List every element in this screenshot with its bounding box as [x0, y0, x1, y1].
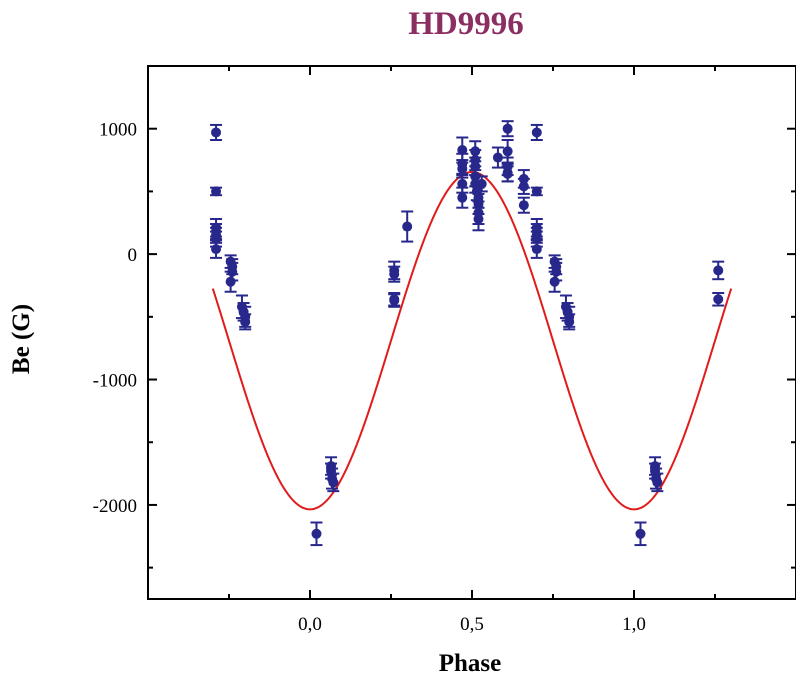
plot-area: [147, 65, 796, 600]
data-point: [210, 239, 223, 259]
data-point: [491, 146, 504, 169]
point-marker: [564, 316, 575, 327]
point-marker: [713, 265, 724, 276]
point-marker: [311, 528, 322, 539]
data-point: [475, 175, 488, 193]
y-axis-label: Be (G): [8, 304, 35, 374]
point-marker: [457, 145, 468, 156]
x-tick-label: 0,0: [298, 614, 322, 635]
fit-curve-layer: [211, 170, 733, 511]
point-marker: [502, 146, 513, 157]
point-marker: [492, 152, 503, 163]
tick-marks: [148, 66, 796, 599]
data-point: [530, 123, 543, 141]
point-marker: [389, 269, 400, 280]
data-point: [456, 186, 469, 209]
data-point: [239, 313, 252, 331]
point-marker: [457, 163, 468, 174]
data-point: [472, 206, 485, 232]
point-marker: [531, 127, 542, 138]
x-tick-label: 0,5: [460, 614, 484, 635]
data-point: [634, 521, 647, 547]
data-point: [517, 196, 530, 214]
y-tick-label: 0: [128, 245, 138, 266]
data-point: [401, 210, 414, 243]
data-point: [712, 260, 725, 281]
data-point: [210, 186, 223, 197]
point-marker: [549, 276, 560, 287]
data-point: [517, 177, 530, 195]
data-point: [224, 270, 237, 293]
point-marker: [476, 178, 487, 189]
x-tick-label: 1,0: [622, 614, 646, 635]
point-marker: [211, 234, 222, 245]
data-point: [501, 120, 514, 138]
point-marker: [635, 528, 646, 539]
tick-labels: 0,0 0,5 1,0 -2000 -1000 0 1000: [93, 120, 646, 635]
data-point: [388, 265, 401, 283]
point-marker: [518, 181, 529, 192]
point-marker: [457, 178, 468, 189]
data-point: [388, 293, 401, 308]
data-point: [530, 239, 543, 259]
y-tick-label: -2000: [93, 496, 137, 517]
point-marker: [225, 276, 236, 287]
data-point: [563, 313, 576, 331]
chart-title: HD9996: [408, 6, 524, 42]
point-marker: [211, 186, 222, 197]
point-marker: [502, 168, 513, 179]
point-marker: [518, 200, 529, 211]
point-marker: [652, 477, 663, 488]
data-point: [530, 186, 543, 197]
x-axis-label: Phase: [439, 650, 502, 676]
y-tick-label: -1000: [93, 371, 137, 392]
data-point: [548, 270, 561, 293]
y-tick-label: 1000: [99, 120, 137, 141]
data-point: [210, 123, 223, 141]
data-points-layer: [210, 120, 725, 547]
point-marker: [402, 221, 413, 232]
data-point: [530, 230, 543, 248]
point-marker: [502, 123, 513, 134]
point-marker: [240, 316, 251, 327]
point-marker: [328, 477, 339, 488]
fit-curve: [211, 170, 733, 511]
data-point: [327, 472, 340, 493]
point-marker: [713, 294, 724, 305]
point-marker: [457, 192, 468, 203]
point-marker: [211, 244, 222, 255]
data-point: [501, 165, 514, 183]
data-point: [651, 472, 664, 493]
data-point: [310, 521, 323, 547]
point-marker: [211, 127, 222, 138]
point-marker: [531, 234, 542, 245]
data-point: [712, 291, 725, 307]
point-marker: [531, 186, 542, 197]
point-marker: [473, 214, 484, 225]
point-marker: [531, 244, 542, 255]
point-marker: [389, 295, 400, 306]
